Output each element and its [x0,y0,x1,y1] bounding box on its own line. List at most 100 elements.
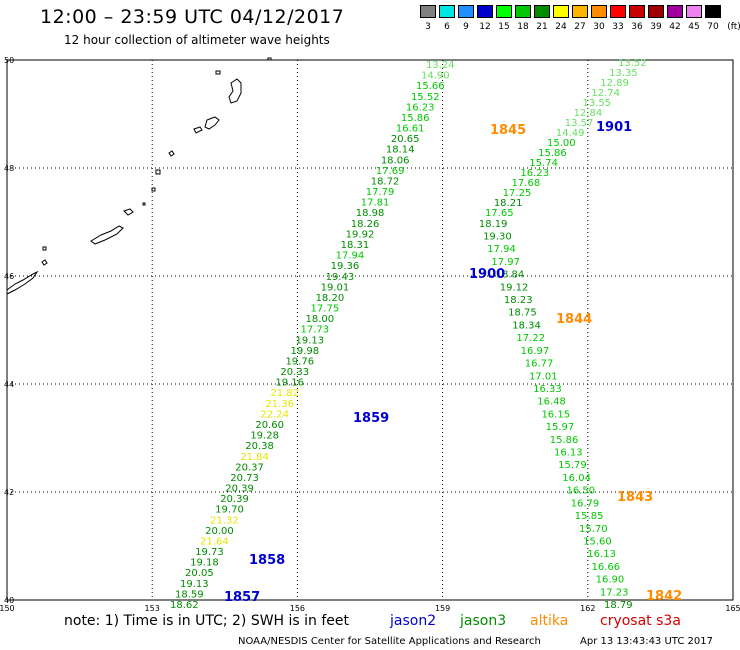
island-8 [142,202,146,206]
legend-unit: (ft) [727,22,740,32]
wave-height-label: 22.24 [260,409,289,420]
legend-swatch [610,5,626,18]
wave-height-label: 16.48 [537,397,566,408]
pass-time-label: 1842 [646,589,682,604]
wave-height-label: 18.79 [604,600,633,611]
lat-tick-label: 48 [4,164,14,173]
island-4 [193,126,203,134]
wave-height-label: 17.73 [301,325,330,336]
wave-height-label: 21.84 [240,452,269,463]
wave-height-label: 12.74 [591,88,620,99]
legend-label: 42 [669,22,681,32]
island-11 [42,246,47,251]
lat-tick-label: 50 [4,56,14,65]
wave-height-label: 13.55 [583,98,612,109]
pass-time-label: 1845 [490,123,526,138]
wave-height-label: 15.79 [558,460,587,471]
wave-height-label: 18.21 [494,198,523,209]
wave-height-label: 15.97 [546,422,575,433]
wave-height-label: 19.12 [500,282,529,293]
page-title: 12:00 – 23:59 UTC 04/12/2017 [40,6,345,28]
wave-height-label: 16.50 [566,486,595,497]
legend-swatch [667,5,683,18]
wave-height-label: 20.39 [220,494,249,505]
wave-height-label: 18.72 [371,176,400,187]
lat-tick-label: 44 [4,380,14,389]
legend-swatch [534,5,550,18]
wave-height-label: 16.04 [562,473,591,484]
legend-label: 33 [612,22,624,32]
wave-height-label: 21.64 [200,536,229,547]
wave-height-label: 20.05 [185,568,214,579]
wave-height-label: 17.97 [491,257,520,268]
wave-height-label: 19.98 [290,346,319,357]
pass-time-label: 1859 [353,411,389,426]
pass-time-label: 1844 [556,312,592,327]
wave-height-label: 17.94 [336,251,365,262]
wave-height-label: 20.37 [235,462,264,473]
wave-height-label: 18.31 [341,240,370,251]
wave-height-label: 16.13 [587,549,616,560]
wave-height-label: 15.86 [401,113,430,124]
island-13 [267,57,272,61]
page-subtitle: 12 hour collection of altimeter wave hei… [64,33,330,47]
wave-height-label: 18.06 [381,155,410,166]
wave-height-label: 18.00 [306,314,335,325]
note-text: note: 1) Time is in UTC; 2) SWH is in fe… [64,613,350,629]
legend-label: 30 [593,22,605,32]
wave-height-label: 16.23 [520,168,549,179]
legend-swatch [553,5,569,18]
sat-label-cryosat: cryosat s3a [600,613,681,629]
wave-height-label: 18.75 [508,308,537,319]
wave-height-label: 15.52 [411,92,440,103]
island-5 [168,150,175,157]
legend-label: 6 [444,22,450,32]
wave-height-label: 18.34 [512,320,541,331]
wave-height-label: 19.16 [275,378,304,389]
lat-tick-label: 40 [4,596,14,605]
pass-time-label: 1858 [249,553,285,568]
wave-height-label: 19.70 [215,505,244,516]
wave-height-label: 16.23 [406,102,435,113]
legend-label: 27 [574,22,586,32]
lon-tick-label: 165 [725,604,740,613]
legend-swatch [572,5,588,18]
wave-height-label: 17.94 [487,244,516,255]
wave-height-label: 21.82 [270,388,299,399]
satellite-tracks: 13.2414.9015.6615.5216.2315.8616.6120.65… [170,58,647,611]
wave-height-label: 20.73 [230,473,259,484]
sat-label-jason2: jason2 [390,613,437,629]
sat-label-altika: altika [530,613,569,629]
legend-swatch [496,5,512,18]
wave-height-label: 13.35 [609,68,638,79]
lon-tick-label: 153 [145,604,160,613]
wave-height-label: 18.62 [170,600,199,611]
island-1 [215,70,221,75]
wave-height-label: 13.57 [565,118,594,129]
wave-height-label: 17.79 [366,187,395,198]
wave-height-label: 17.75 [311,304,340,315]
wave-height-label: 20.33 [280,367,309,378]
wave-height-label: 14.90 [421,71,450,82]
wave-height-label: 16.79 [571,498,600,509]
coastline [6,57,272,295]
wave-height-label: 16.90 [596,575,625,586]
legend-label: 12 [479,22,491,32]
wave-height-label: 16.13 [554,448,583,459]
wave-height-label: 19.01 [321,282,350,293]
legend-swatch [686,5,702,18]
island-6 [155,169,161,175]
legend-label: 45 [688,22,700,32]
wave-height-label: 16.77 [525,359,554,370]
legend-label: 9 [463,22,469,32]
axis-tick-labels: 150 153 156 159 162 165 40 42 44 46 48 50 [0,56,740,613]
wave-height-label: 15.60 [583,536,612,547]
wave-height-label: 16.33 [533,384,562,395]
sat-label-jason3: jason3 [460,613,507,629]
wave-height-label: 20.60 [255,420,284,431]
wave-height-label: 14.49 [556,128,585,139]
legend-swatch [477,5,493,18]
coast-mainland [6,270,39,295]
map-frame [6,59,734,601]
wave-height-label: 16.66 [591,562,620,573]
